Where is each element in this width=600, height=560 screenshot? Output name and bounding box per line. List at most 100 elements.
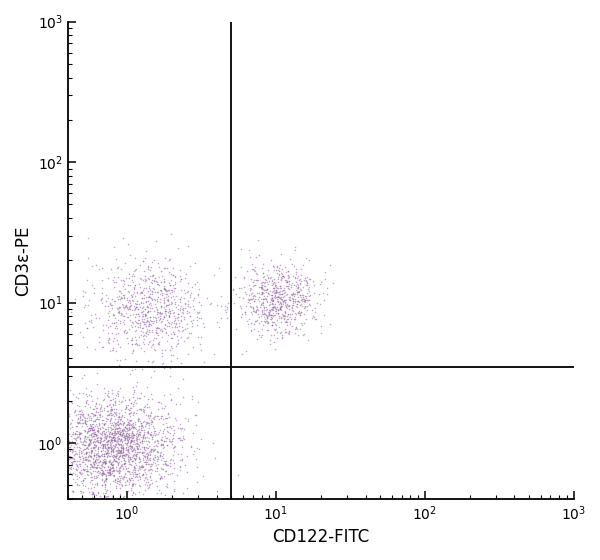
Point <box>113 454 123 463</box>
Point <box>125 424 135 433</box>
Point <box>261 275 271 284</box>
Point <box>267 320 277 329</box>
Point <box>260 274 270 283</box>
Point <box>86 447 95 456</box>
Point <box>302 279 312 288</box>
Point <box>163 295 172 304</box>
Point <box>64 504 73 513</box>
Point <box>152 328 161 337</box>
Point <box>257 331 267 340</box>
Point <box>143 483 152 492</box>
Point <box>88 466 97 475</box>
Point <box>137 449 147 458</box>
Point <box>283 303 292 312</box>
Point <box>97 411 106 420</box>
Point <box>99 436 109 445</box>
Point <box>78 410 88 419</box>
Point <box>152 455 162 464</box>
Point <box>181 270 191 279</box>
Point <box>136 429 145 438</box>
Point <box>148 454 158 463</box>
Point <box>145 451 155 460</box>
Point <box>120 438 130 447</box>
Point <box>71 465 81 474</box>
Point <box>151 437 160 446</box>
Point <box>173 383 183 392</box>
Point <box>80 413 90 422</box>
Point <box>101 493 111 502</box>
Point <box>55 429 64 438</box>
Point <box>74 406 84 415</box>
Point <box>73 432 83 441</box>
Point <box>127 446 137 455</box>
Point <box>113 444 123 452</box>
Point <box>257 290 266 298</box>
Point <box>130 461 139 470</box>
Point <box>140 254 150 263</box>
Point <box>263 308 273 317</box>
Point <box>129 464 139 473</box>
Point <box>99 478 109 487</box>
Point <box>283 282 292 291</box>
Point <box>267 320 277 329</box>
Point <box>301 254 311 263</box>
Point <box>143 302 152 311</box>
Point <box>260 304 269 312</box>
Point <box>160 305 170 314</box>
Point <box>275 304 284 312</box>
Point <box>109 472 119 480</box>
Point <box>53 380 62 389</box>
Point <box>30 441 40 450</box>
Point <box>104 456 114 465</box>
Point <box>110 422 119 431</box>
Point <box>89 422 98 431</box>
Point <box>130 385 139 394</box>
Point <box>93 488 103 497</box>
Point <box>100 450 109 459</box>
Point <box>92 413 101 422</box>
Point <box>161 307 171 316</box>
Point <box>67 399 77 408</box>
Point <box>55 422 65 431</box>
Point <box>152 488 162 497</box>
Point <box>122 274 131 283</box>
Point <box>118 426 127 435</box>
Point <box>62 447 71 456</box>
Point <box>112 418 121 427</box>
Point <box>66 431 76 440</box>
Point <box>149 437 159 446</box>
Point <box>13 475 23 484</box>
Point <box>297 320 307 329</box>
Point <box>175 272 185 281</box>
Point <box>170 295 179 304</box>
Point <box>70 446 80 455</box>
Point <box>93 408 103 417</box>
Point <box>85 448 94 457</box>
Point <box>110 314 120 323</box>
Point <box>127 442 137 451</box>
Point <box>124 425 133 434</box>
Point <box>107 463 116 472</box>
Point <box>127 333 136 342</box>
Point <box>166 455 176 464</box>
Point <box>126 398 136 407</box>
Point <box>107 410 116 419</box>
Point <box>152 457 162 466</box>
Point <box>259 302 269 311</box>
Point <box>124 426 133 435</box>
Point <box>167 298 177 307</box>
Point <box>271 280 281 289</box>
Point <box>95 424 105 433</box>
Point <box>296 307 306 316</box>
Point <box>309 281 319 290</box>
Point <box>86 437 95 446</box>
Point <box>157 434 166 443</box>
Point <box>119 291 128 300</box>
Point <box>97 401 106 410</box>
Point <box>136 465 145 474</box>
Point <box>176 293 186 302</box>
Point <box>160 307 169 316</box>
Point <box>121 422 130 431</box>
Point <box>107 461 117 470</box>
Point <box>155 325 165 334</box>
